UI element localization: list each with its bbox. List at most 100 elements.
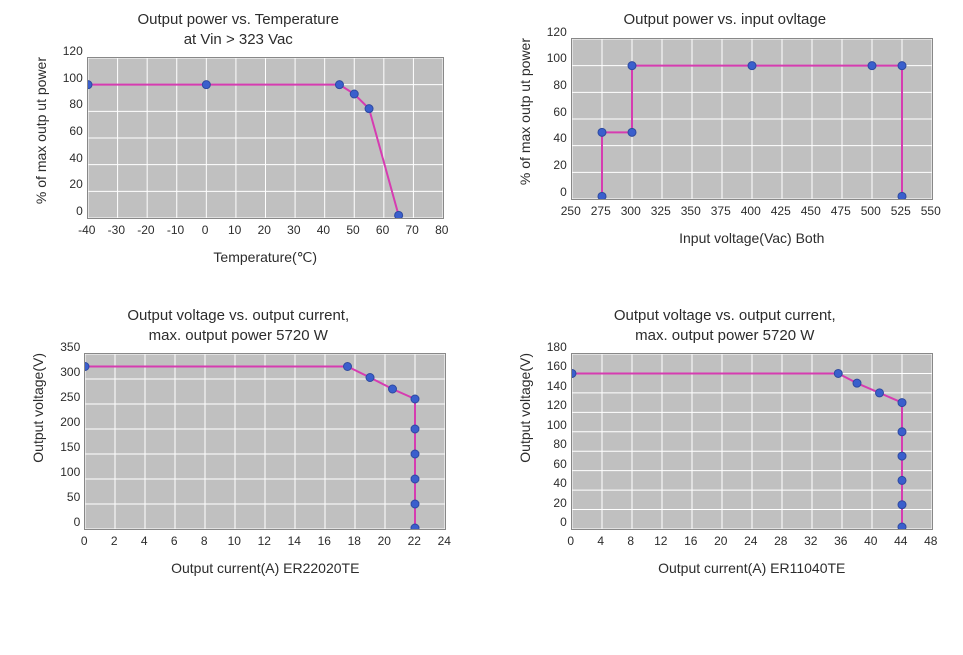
data-point-marker xyxy=(366,374,374,382)
x-tick-label: 60 xyxy=(376,223,389,237)
data-point-marker xyxy=(898,428,906,436)
x-tick-label: 48 xyxy=(924,534,937,548)
chart-grid: Output power vs. Temperature at Vin > 32… xyxy=(10,10,953,576)
plot-area xyxy=(571,353,933,530)
data-point-marker xyxy=(389,385,397,393)
x-tick-label: 16 xyxy=(318,534,331,548)
x-tick-label: 14 xyxy=(288,534,301,548)
x-tick-label: 8 xyxy=(627,534,634,548)
y-axis-label: Output voltage(V) xyxy=(30,353,46,463)
x-tick-label: 0 xyxy=(567,534,574,548)
x-tick-label: 24 xyxy=(438,534,451,548)
x-tick-label: 8 xyxy=(201,534,208,548)
x-tick-label: -40 xyxy=(78,223,95,237)
x-tick-label: 12 xyxy=(258,534,271,548)
data-point-marker xyxy=(572,369,576,377)
x-tick-label: 20 xyxy=(378,534,391,548)
x-tick-label: 550 xyxy=(921,204,941,218)
x-axis-label: Output current(A) ER11040TE xyxy=(571,560,933,576)
data-point-marker xyxy=(628,128,636,136)
series-line xyxy=(88,85,399,216)
chart-vout-vs-iout-er11040te: Output voltage vs. output current, max. … xyxy=(497,306,954,576)
y-axis-label: % of max outp ut power xyxy=(517,38,533,185)
data-point-marker xyxy=(834,369,842,377)
x-tick-label: 6 xyxy=(171,534,178,548)
data-point-marker xyxy=(88,81,92,89)
x-axis-label: Temperature(℃) xyxy=(87,249,444,266)
data-point-marker xyxy=(628,61,636,69)
x-tick-label: 400 xyxy=(741,204,761,218)
data-point-marker xyxy=(411,450,419,458)
chart-title: Output power vs. input ovltage xyxy=(623,10,826,30)
x-tick-label: 250 xyxy=(561,204,581,218)
plot-area xyxy=(84,353,446,530)
x-tick-label: 28 xyxy=(774,534,787,548)
chart-power-vs-temperature: Output power vs. Temperature at Vin > 32… xyxy=(10,10,467,266)
x-tick-label: 425 xyxy=(771,204,791,218)
data-point-marker xyxy=(411,475,419,483)
x-tick-label: 450 xyxy=(801,204,821,218)
x-tick-label: 36 xyxy=(834,534,847,548)
x-tick-label: 22 xyxy=(408,534,421,548)
x-tick-label: -10 xyxy=(167,223,184,237)
data-point-marker xyxy=(411,500,419,508)
x-tick-label: 4 xyxy=(141,534,148,548)
y-axis-label: Output voltage(V) xyxy=(517,353,533,463)
data-point-marker xyxy=(365,105,373,113)
data-point-marker xyxy=(898,523,906,529)
data-point-marker xyxy=(898,501,906,509)
data-point-marker xyxy=(411,395,419,403)
chart-body: Output voltage(V) 050100150200250300350 … xyxy=(30,353,446,576)
x-ticks: -40-30-20-1001020304050607080 xyxy=(87,223,442,237)
chart-title: Output voltage vs. output current, max. … xyxy=(614,306,836,345)
x-tick-label: 24 xyxy=(744,534,757,548)
x-tick-label: 20 xyxy=(714,534,727,548)
data-point-marker xyxy=(344,363,352,371)
x-axis-label: Input voltage(Vac) Both xyxy=(571,230,933,246)
x-tick-label: 20 xyxy=(258,223,271,237)
x-tick-label: 10 xyxy=(228,223,241,237)
x-tick-label: 10 xyxy=(228,534,241,548)
data-point-marker xyxy=(898,476,906,484)
data-point-marker xyxy=(350,90,358,98)
data-point-marker xyxy=(202,81,210,89)
data-point-marker xyxy=(868,61,876,69)
x-ticks: 04812162024283236404448 xyxy=(571,534,931,548)
x-tick-label: 12 xyxy=(654,534,667,548)
y-ticks: 020406080100120 xyxy=(537,38,571,198)
x-tick-label: -30 xyxy=(108,223,125,237)
data-point-marker xyxy=(853,379,861,387)
x-tick-label: 70 xyxy=(405,223,418,237)
x-tick-label: 16 xyxy=(684,534,697,548)
data-point-marker xyxy=(898,61,906,69)
x-tick-label: 4 xyxy=(597,534,604,548)
y-ticks: 020406080100120 xyxy=(53,57,87,217)
plot-area xyxy=(571,38,933,200)
chart-power-vs-input-voltage: Output power vs. input ovltage % of max … xyxy=(497,10,954,266)
series-line xyxy=(572,373,902,527)
x-tick-label: 40 xyxy=(317,223,330,237)
x-tick-label: 2 xyxy=(111,534,118,548)
x-tick-label: 0 xyxy=(81,534,88,548)
data-point-marker xyxy=(335,81,343,89)
y-ticks: 020406080100120140160180 xyxy=(537,353,571,528)
chart-title: Output power vs. Temperature at Vin > 32… xyxy=(138,10,340,49)
x-tick-label: -20 xyxy=(137,223,154,237)
data-point-marker xyxy=(411,524,419,529)
data-point-marker xyxy=(898,452,906,460)
data-point-marker xyxy=(411,425,419,433)
x-tick-label: 50 xyxy=(346,223,359,237)
data-point-marker xyxy=(598,128,606,136)
x-tick-label: 0 xyxy=(202,223,209,237)
chart-vout-vs-iout-er22020te: Output voltage vs. output current, max. … xyxy=(10,306,467,576)
x-tick-label: 375 xyxy=(711,204,731,218)
x-tick-label: 300 xyxy=(621,204,641,218)
x-tick-label: 350 xyxy=(681,204,701,218)
x-tick-label: 500 xyxy=(861,204,881,218)
x-tick-label: 325 xyxy=(651,204,671,218)
data-point-marker xyxy=(898,399,906,407)
chart-title: Output voltage vs. output current, max. … xyxy=(127,306,349,345)
x-axis-label: Output current(A) ER22020TE xyxy=(84,560,446,576)
data-point-marker xyxy=(748,61,756,69)
x-ticks: 250275300325350375400425450475500525550 xyxy=(571,204,931,218)
